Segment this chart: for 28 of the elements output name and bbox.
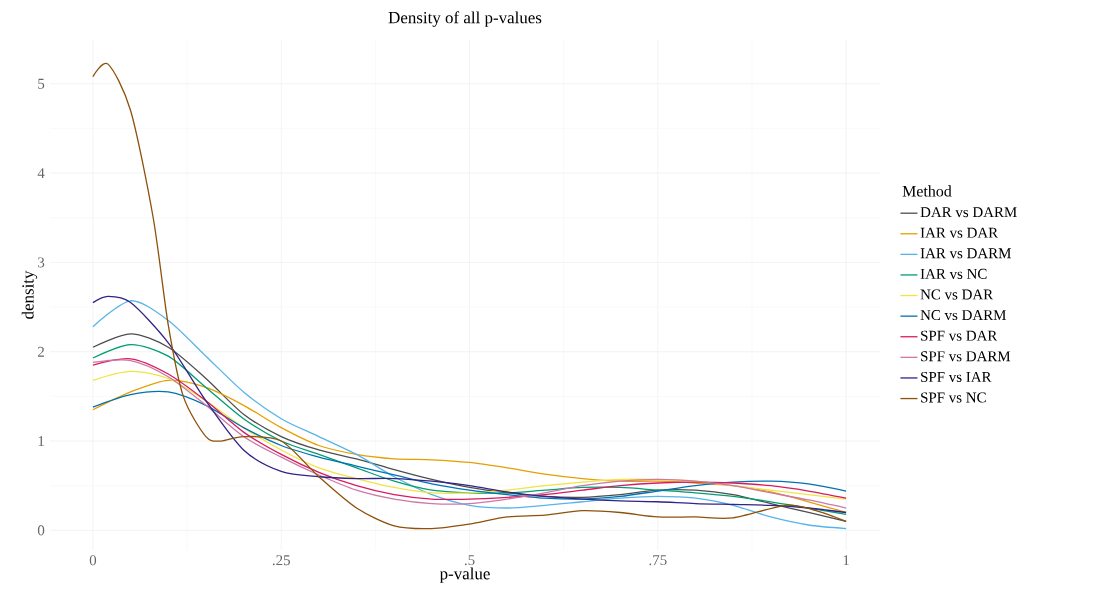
line-series (92, 390, 847, 500)
legend-label: SPF vs DAR (921, 330, 998, 341)
legend-label: SPF vs DARM (921, 351, 1011, 362)
x-tick-label: 0 (89, 555, 97, 566)
y-tick-label: 1 (38, 436, 44, 446)
chart-title: Density of all p-values (388, 11, 542, 27)
legend-label: SPF vs IAR (921, 371, 992, 382)
legend-label: IAR vs DAR (920, 227, 999, 238)
legend-label: IAR vs DARM (920, 248, 1011, 259)
legend-label: SPF vs NC (921, 392, 986, 403)
y-tick-label: 2 (38, 346, 44, 357)
x-tick-label: .25 (272, 555, 290, 566)
y-axis-title: density (21, 270, 38, 319)
legend-title: Method (902, 185, 952, 197)
x-tick-label: .5 (464, 555, 475, 566)
x-tick-label: 1 (843, 555, 849, 566)
y-tick-label: 0 (37, 525, 45, 536)
y-tick-label: 5 (38, 78, 45, 89)
line-series (92, 63, 847, 530)
y-tick-label: 4 (37, 168, 45, 178)
legend-label: DAR vs DARM (920, 207, 1017, 218)
line-series (92, 379, 847, 514)
x-axis-title: p-value (439, 567, 490, 583)
legend-label: NC vs DAR (920, 289, 994, 300)
y-tick-label: 3 (38, 257, 45, 268)
x-tick-label: .75 (649, 555, 667, 566)
legend-label: NC vs DARM (920, 310, 1006, 321)
legend-label: IAR vs NC (920, 268, 987, 279)
